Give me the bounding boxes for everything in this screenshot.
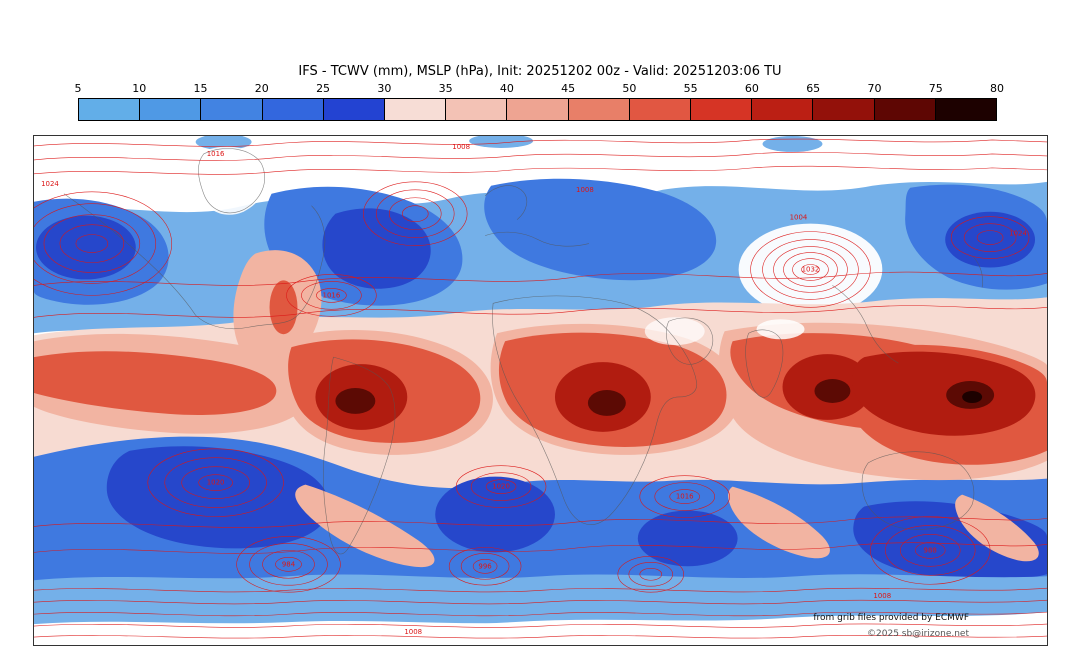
- isobar-label: 1020: [207, 479, 225, 487]
- colorbar-segment: [445, 99, 507, 120]
- tcwv-fill-layers: [34, 136, 1047, 645]
- colorbar-segment: [567, 99, 629, 120]
- mslp-isobars: [34, 138, 1047, 639]
- colorbar-segment: [873, 99, 935, 120]
- colorbar-segment: [506, 99, 568, 120]
- attribution-source: from grib files provided by ECMWF: [813, 613, 969, 623]
- colorbar-ticks: 5 10 15 20 25 30 35 40 45 50 55 60 65 70 75 80: [74, 82, 1005, 97]
- colorbar-segment: [384, 99, 446, 120]
- chart-title: IFS - TCWV (mm), MSLP (hPa), Init: 20251…: [298, 64, 782, 79]
- colorbar-tick-label: 10: [132, 82, 147, 95]
- colorbar-tick-label: 80: [990, 82, 1004, 95]
- colorbar-segment: [200, 99, 262, 120]
- colorbar-segment: [812, 99, 874, 120]
- colorbar-tick-label: 15: [193, 82, 208, 95]
- colorbar-segments: [78, 98, 997, 121]
- colorbar-tick-label: 70: [867, 82, 882, 95]
- colorbar-segment: [628, 99, 691, 120]
- colorbar-tick-label: 45: [561, 82, 576, 95]
- colorbar-tick-label: 50: [622, 82, 637, 95]
- colorbar-segment: [79, 99, 140, 120]
- isobar-label: 1008: [404, 628, 422, 636]
- isobar-label: 988: [924, 546, 937, 554]
- world-map: 1008 1016 1024 1008 1004 1032 1024 1016 1020 1020…: [33, 135, 1048, 646]
- isobar-label: 984: [282, 560, 296, 568]
- colorbar-tick-label: 20: [254, 82, 269, 95]
- isobar-label: 1016: [676, 493, 694, 501]
- colorbar-segment: [322, 99, 385, 120]
- isobar-label: 1016: [207, 150, 225, 158]
- colorbar-segment: [934, 99, 997, 120]
- colorbar-segment: [751, 99, 813, 120]
- isobar-label: 1020: [492, 483, 510, 491]
- isobar-labels: 1008 1016 1024 1008 1004 1032 1024 1016 1020 1020…: [41, 143, 1027, 636]
- isobar-label: 1008: [873, 592, 891, 600]
- tcwv-colorbar: 5 10 15 20 25 30 35 40 45 50 55 60 65 70 75 80: [74, 82, 1005, 121]
- world-map-svg: 1008 1016 1024 1008 1004 1032 1024 1016 1020 1020…: [34, 136, 1047, 645]
- colorbar-tick-label: 25: [316, 82, 331, 95]
- colorbar-tick-label: 55: [683, 82, 698, 95]
- isobar-label: 1024: [41, 180, 59, 188]
- colorbar-segment: [139, 99, 201, 120]
- coastlines: [63, 148, 983, 555]
- isobar-label: 1008: [576, 186, 594, 194]
- isobar-label: 1024: [1009, 230, 1027, 238]
- colorbar-tick-label: 5: [74, 82, 82, 95]
- isobar-label: 1032: [802, 265, 820, 273]
- isobar-label: 1004: [790, 214, 808, 222]
- isobar-label: 996: [478, 562, 491, 570]
- colorbar-segment: [261, 99, 323, 120]
- isobar-label: 1008: [452, 143, 470, 151]
- attribution-copyright: ©2025 sb@irizone.net: [867, 629, 969, 639]
- colorbar-tick-label: 35: [438, 82, 453, 95]
- colorbar-segment: [690, 99, 752, 120]
- colorbar-tick-label: 60: [744, 82, 759, 95]
- colorbar-tick-label: 65: [806, 82, 821, 95]
- isobar-label: 1016: [323, 291, 341, 299]
- colorbar-tick-label: 40: [499, 82, 514, 95]
- colorbar-tick-label: 75: [928, 82, 943, 95]
- colorbar-tick-label: 30: [377, 82, 392, 95]
